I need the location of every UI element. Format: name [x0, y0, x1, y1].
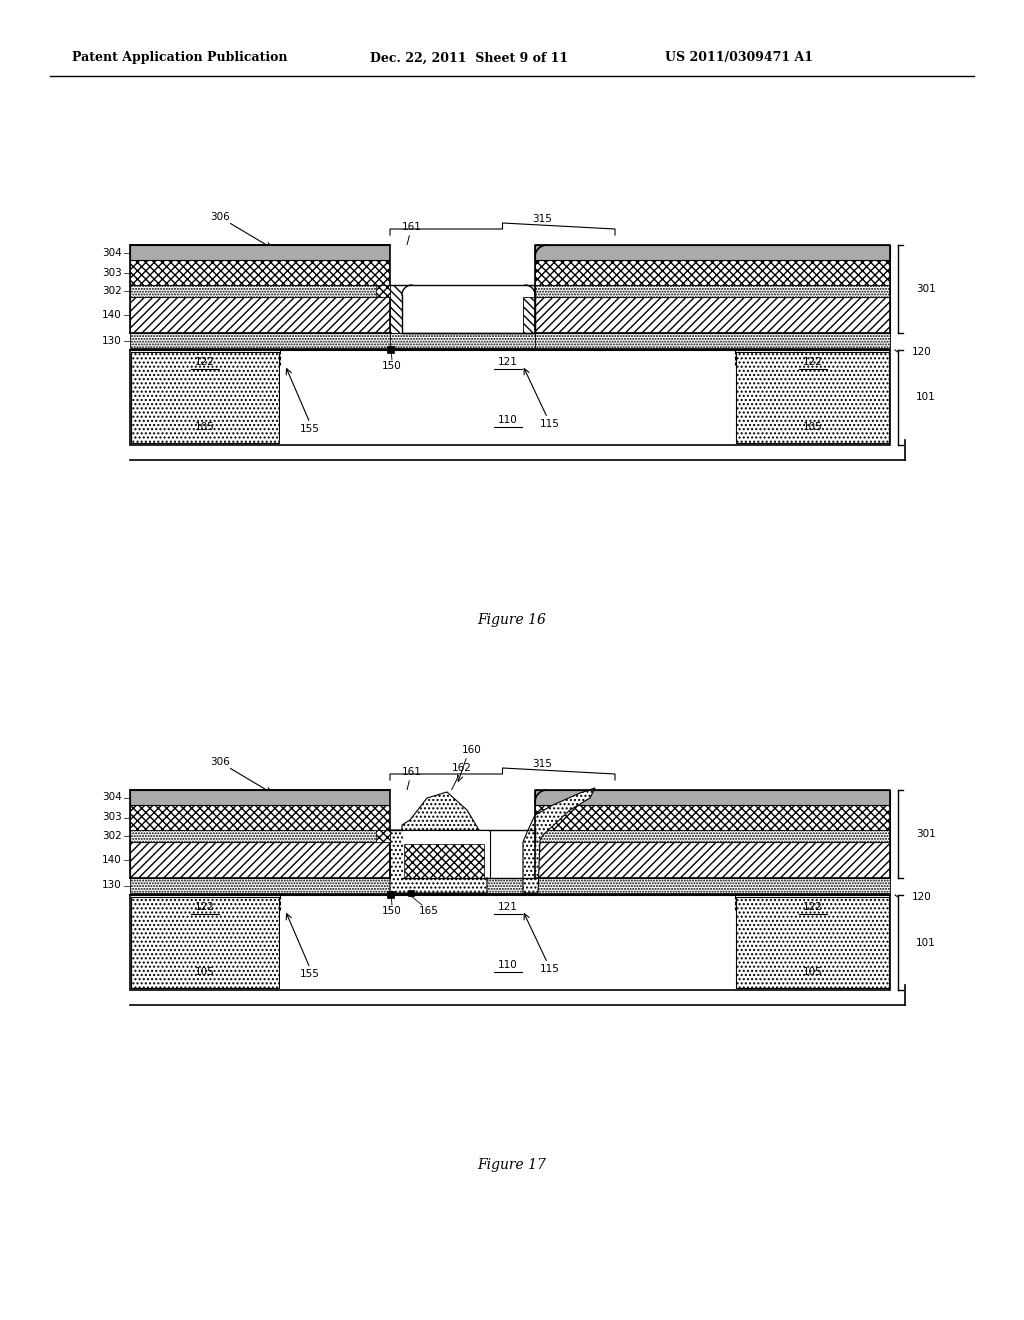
Text: 105: 105 [803, 968, 822, 977]
Bar [130, 805, 390, 830]
Bar [390, 789, 535, 878]
Text: 155: 155 [300, 969, 319, 979]
Text: 315: 315 [532, 759, 552, 770]
Text: 130: 130 [102, 335, 122, 346]
Bar [390, 830, 402, 878]
Text: 105: 105 [803, 422, 822, 432]
Bar [535, 260, 890, 285]
Text: 304: 304 [102, 792, 122, 803]
Polygon shape [523, 788, 595, 894]
Bar [390, 878, 535, 894]
Bar [130, 297, 890, 333]
Bar [387, 891, 394, 898]
Text: 150: 150 [382, 906, 401, 916]
Bar [390, 842, 535, 878]
Bar [408, 890, 414, 896]
Text: 140: 140 [102, 310, 122, 319]
Bar [390, 297, 535, 333]
Bar [376, 830, 390, 842]
Text: 121: 121 [498, 356, 517, 367]
Bar [130, 878, 890, 894]
Bar [130, 895, 890, 990]
Text: Figure 16: Figure 16 [477, 612, 547, 627]
Text: 121: 121 [498, 902, 517, 912]
Bar [280, 896, 735, 989]
Text: 301: 301 [916, 284, 936, 294]
Text: 105: 105 [196, 422, 215, 432]
Bar [736, 352, 889, 444]
Text: 160: 160 [462, 744, 482, 755]
Text: 175: 175 [315, 820, 335, 830]
Bar [403, 832, 488, 876]
Text: Patent Application Publication: Patent Application Publication [72, 51, 288, 65]
Text: 120: 120 [912, 892, 932, 902]
Text: 169: 169 [425, 305, 445, 315]
Bar [130, 830, 390, 842]
Bar [130, 285, 390, 297]
Text: 115: 115 [540, 964, 559, 974]
Text: Dec. 22, 2011  Sheet 9 of 11: Dec. 22, 2011 Sheet 9 of 11 [370, 51, 568, 65]
Text: US 2011/0309471 A1: US 2011/0309471 A1 [665, 51, 813, 65]
Text: 101: 101 [916, 392, 936, 403]
Text: 315: 315 [532, 214, 552, 224]
Bar [390, 285, 402, 333]
Bar [523, 842, 535, 878]
Bar [130, 789, 390, 805]
Text: 175: 175 [315, 275, 335, 285]
Text: 306: 306 [210, 213, 229, 222]
Bar [535, 805, 890, 830]
Bar [131, 898, 279, 987]
Text: 306: 306 [210, 756, 229, 767]
Bar [387, 346, 394, 352]
Text: 110: 110 [498, 414, 517, 425]
Text: 165: 165 [419, 906, 439, 916]
Bar [404, 843, 484, 878]
Bar [523, 297, 535, 333]
Bar [535, 789, 890, 805]
Text: 161: 161 [402, 222, 422, 232]
Bar [130, 842, 890, 878]
Text: 169: 169 [425, 850, 445, 861]
Text: 155: 155 [300, 424, 319, 434]
Bar [535, 285, 890, 297]
Text: 325: 325 [464, 302, 483, 312]
Text: Figure 17: Figure 17 [477, 1158, 547, 1172]
Text: 122: 122 [195, 902, 215, 912]
Text: 161: 161 [402, 767, 422, 777]
Text: 110: 110 [498, 960, 517, 970]
Bar [130, 333, 890, 348]
Text: 122: 122 [803, 356, 822, 367]
Bar [535, 246, 890, 260]
Text: 303: 303 [102, 813, 122, 822]
Bar [130, 350, 890, 445]
Text: 150: 150 [382, 360, 401, 371]
Text: 122: 122 [195, 356, 215, 367]
Text: 130: 130 [102, 880, 122, 891]
Text: 303: 303 [102, 268, 122, 277]
Text: 115: 115 [540, 418, 559, 429]
Bar [402, 285, 535, 297]
Text: 162: 162 [452, 763, 472, 774]
Polygon shape [390, 792, 487, 894]
Text: 122: 122 [803, 902, 822, 912]
Bar [131, 352, 279, 444]
Text: 105: 105 [196, 968, 215, 977]
Bar [390, 333, 535, 348]
Bar [376, 285, 390, 297]
Text: 302: 302 [102, 286, 122, 296]
Text: 304: 304 [102, 248, 122, 257]
Bar [130, 260, 390, 285]
Bar [390, 246, 535, 333]
Text: 140: 140 [102, 855, 122, 865]
Text: 301: 301 [916, 829, 936, 840]
Bar [535, 830, 890, 842]
Bar [280, 351, 735, 444]
Bar [736, 898, 889, 987]
Text: 302: 302 [102, 832, 122, 841]
Text: 101: 101 [916, 937, 936, 948]
Text: 120: 120 [912, 347, 932, 356]
Bar [130, 246, 390, 260]
Text: 325: 325 [464, 847, 483, 857]
